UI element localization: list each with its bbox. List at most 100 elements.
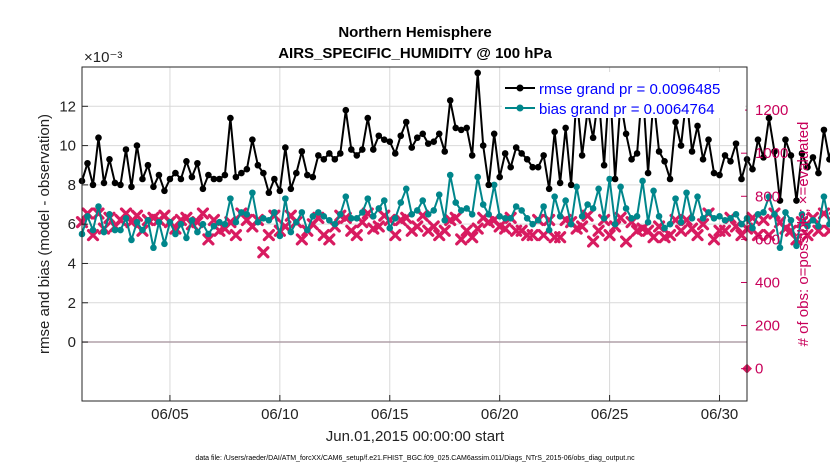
rmse-point — [765, 114, 773, 122]
bias-point — [529, 220, 536, 228]
bias-point — [337, 211, 344, 218]
legend-bias-text: bias grand pr = 0.0064764 — [539, 101, 715, 118]
rmse-point — [523, 156, 531, 163]
legend: rmse grand pr = 0.0096485 bias grand pr … — [502, 72, 745, 118]
legend-rmse-text: rmse grand pr = 0.0096485 — [539, 81, 720, 98]
bias-point — [369, 213, 377, 220]
rmse-point — [490, 130, 498, 138]
bias-point — [408, 211, 416, 218]
data-file-footnote: data file: /Users/raeder/DAI/ATM_forcXX/… — [195, 455, 635, 462]
rmse-point — [117, 181, 124, 189]
bias-point — [551, 193, 558, 200]
bias-point — [479, 201, 487, 208]
rmse-point — [386, 138, 394, 145]
rmse-point — [496, 173, 503, 181]
rmse-point — [347, 146, 355, 153]
rmse-point — [144, 161, 152, 169]
y-tick-label: 10 — [59, 138, 76, 155]
rmse-point — [133, 142, 141, 149]
rmse-point — [793, 197, 800, 204]
bias-point — [254, 218, 262, 226]
bias-point — [562, 197, 569, 204]
rmse-point — [227, 114, 234, 122]
bias-point — [595, 185, 602, 193]
rmse-point — [188, 173, 196, 181]
obs-point — [751, 228, 765, 242]
bias-point — [727, 214, 734, 222]
obs-point — [86, 228, 100, 242]
obs-point — [554, 231, 567, 244]
obs-point — [427, 220, 440, 233]
rmse-point — [331, 156, 339, 163]
bias-point — [287, 228, 295, 236]
obs-point — [196, 207, 210, 220]
rmse-point — [622, 130, 630, 138]
rmse-point — [380, 136, 388, 143]
obs-point — [674, 224, 688, 237]
ticks-layer: 0 2 4 6 8 10 12 06/05 06/10 06/15 06/20 06/25 06/30 0… — [59, 98, 788, 423]
rmse-point — [194, 159, 201, 167]
rmse-point — [243, 165, 251, 173]
rmse-point — [529, 163, 536, 171]
bias-point — [358, 209, 366, 216]
rmse-point — [545, 185, 553, 193]
rmse-point — [84, 159, 91, 167]
rmse-point — [342, 106, 350, 114]
rmse-point — [644, 169, 652, 177]
rmse-point — [100, 179, 108, 187]
bias-point — [760, 209, 767, 216]
bias-point — [128, 236, 135, 244]
y-tick-label: 12 — [59, 98, 76, 115]
bias-point — [188, 216, 196, 224]
bias-point — [265, 216, 273, 224]
rmse-point — [358, 146, 366, 153]
bias-point — [397, 199, 405, 206]
bias-point — [793, 242, 800, 250]
rmse-point — [89, 181, 97, 189]
rmse-point — [287, 185, 295, 193]
obs-point — [757, 213, 770, 227]
rmse-point — [435, 130, 443, 138]
bias-point — [95, 203, 102, 210]
bias-point — [238, 209, 245, 216]
bias-point — [738, 220, 745, 228]
bias-point — [633, 213, 641, 220]
rmse-point — [205, 171, 212, 179]
bias-point — [820, 193, 828, 200]
y-tick-label: 2 — [68, 295, 76, 312]
bias-point — [490, 181, 498, 189]
bias-point — [111, 226, 119, 234]
obs-point — [466, 231, 479, 244]
obs-point — [718, 224, 732, 237]
rmse-point — [150, 183, 157, 191]
rmse-point — [111, 179, 119, 187]
rmse-point — [452, 124, 460, 132]
rmse-point — [276, 187, 284, 195]
rmse-point — [375, 132, 383, 140]
bias-point — [716, 213, 723, 220]
rmse-point — [771, 148, 778, 155]
rmse-point — [419, 130, 427, 138]
rmse-point — [320, 156, 328, 163]
bias-point — [573, 183, 580, 191]
bias-point — [166, 218, 174, 226]
rmse-point — [540, 152, 547, 159]
bias-point — [661, 224, 668, 232]
bias-point — [749, 224, 756, 232]
rmse-point — [397, 132, 405, 140]
bias-point — [639, 177, 646, 185]
rmse-point — [364, 114, 372, 122]
rmse-point — [518, 150, 525, 157]
bias-point — [298, 209, 306, 216]
bias-point — [161, 240, 168, 248]
obs-point — [229, 228, 242, 242]
rmse-point — [271, 175, 278, 183]
bias-point — [628, 214, 635, 222]
bias-point — [485, 211, 492, 218]
obs-point — [389, 228, 402, 242]
rmse-point — [589, 134, 597, 142]
rmse-point — [265, 189, 273, 197]
rmse-point — [177, 175, 185, 183]
rmse-point — [424, 140, 432, 147]
rmse-point — [463, 124, 471, 132]
